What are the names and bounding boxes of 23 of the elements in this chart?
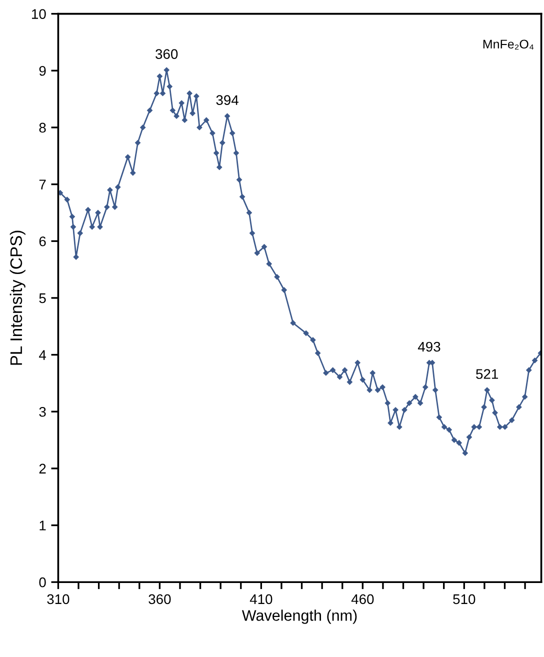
y-tick-label: 1 — [40, 520, 46, 530]
y-tick-label: 5 — [39, 293, 46, 304]
y-tick-label: 7 — [39, 180, 46, 190]
x-tick-label: 410 — [250, 594, 272, 604]
y-tick-label: 10 — [32, 9, 46, 19]
x-tick-label: 460 — [351, 594, 374, 604]
y-tick-label: 4 — [39, 350, 46, 360]
x-axis-title: Wavelength (nm) — [242, 610, 357, 624]
annotation: 493 — [418, 342, 440, 352]
annotation: MnFe₂O₄ — [483, 40, 534, 50]
annotation: 360 — [156, 49, 178, 59]
x-tick-label: 310 — [47, 594, 70, 604]
annotation: 521 — [476, 369, 498, 379]
x-tick-label: 510 — [453, 594, 476, 604]
y-tick-label: 3 — [39, 406, 46, 417]
y-axis-title: PL Intensity (CPS) — [10, 230, 26, 365]
y-tick-label: 2 — [39, 464, 46, 474]
y-tick-label: 0 — [39, 577, 46, 588]
annotation: 394 — [216, 95, 238, 106]
y-tick-label: 8 — [39, 122, 46, 133]
x-tick-label: 360 — [148, 594, 171, 604]
y-tick-label: 6 — [39, 236, 46, 246]
y-tick-label: 9 — [39, 66, 46, 76]
